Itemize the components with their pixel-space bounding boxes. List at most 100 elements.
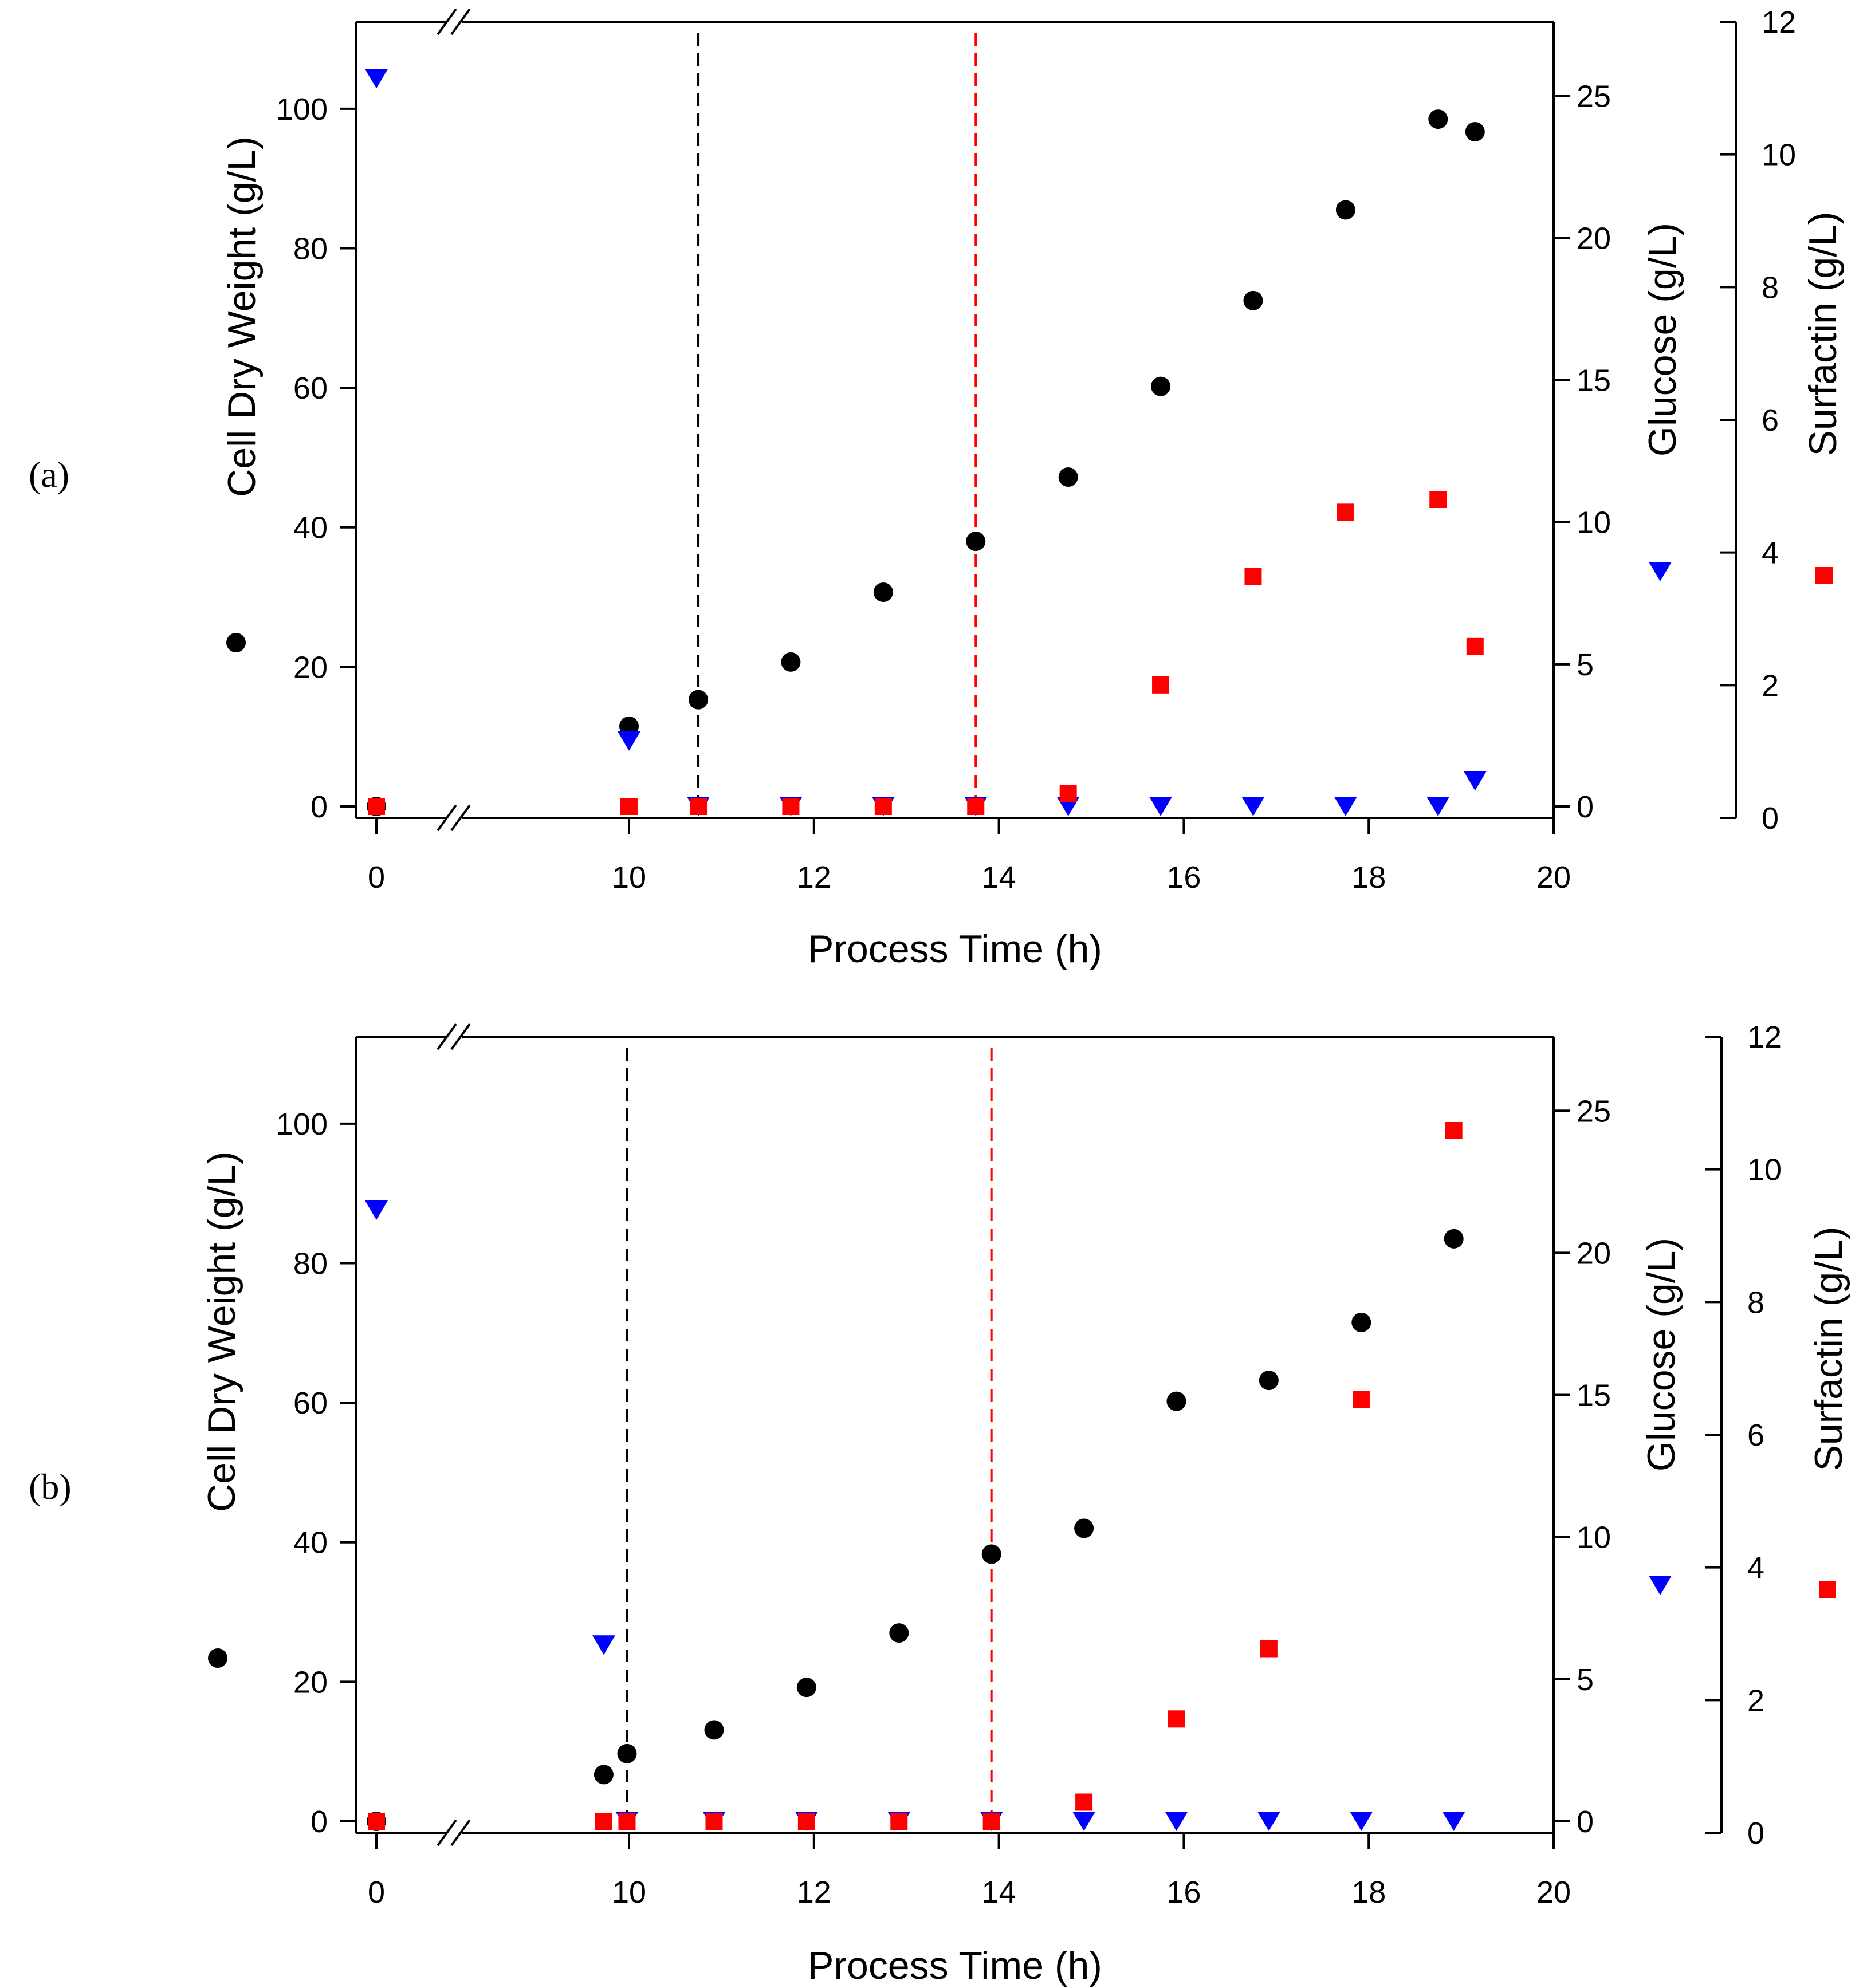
surfactin-legend-marker: [1819, 1581, 1836, 1598]
y-right1-tick-label: 25: [1577, 1094, 1611, 1128]
cell-dry-weight-point: [796, 1678, 816, 1698]
glucose-point: [1241, 797, 1265, 816]
y-left-tick-label: 60: [293, 1386, 328, 1420]
surfactin-point: [1059, 785, 1077, 802]
y-left-tick-label: 0: [310, 790, 328, 824]
y-left-tick-label: 40: [293, 511, 328, 545]
y-left-tick-label: 100: [276, 92, 328, 127]
surfactin-point: [982, 1813, 1000, 1830]
x-axis-title: Process Time (h): [808, 1944, 1102, 1987]
surfactin-point: [1337, 503, 1354, 521]
y-right2-tick-label: 8: [1747, 1285, 1764, 1320]
y-right2-tick-label: 10: [1747, 1153, 1782, 1187]
axis-break-mark: [450, 8, 471, 36]
x-tick-label: 18: [1351, 860, 1386, 895]
surfactin-point: [705, 1813, 723, 1830]
surfactin-point: [368, 1813, 385, 1830]
surfactin-point: [620, 798, 638, 815]
glucose-point: [1149, 797, 1173, 816]
y-right2-tick-label: 0: [1762, 801, 1779, 836]
y-right2-tick-label: 2: [1747, 1683, 1764, 1718]
glucose-legend-marker: [1649, 1576, 1672, 1595]
y-right2-tick-label: 6: [1747, 1418, 1764, 1452]
cell-dry-weight-point: [1444, 1229, 1464, 1249]
surfactin-point: [797, 1813, 815, 1830]
axis-break-mark: [437, 8, 457, 36]
x-tick-label: 16: [1166, 1875, 1201, 1910]
glucose-point: [592, 1635, 615, 1655]
surfactin-legend-marker: [1815, 567, 1833, 584]
surfactin-point: [1244, 568, 1262, 585]
x-tick-label: 20: [1536, 1875, 1571, 1910]
y-left-tick-label: 60: [293, 371, 328, 406]
x-tick-label: 12: [797, 1875, 831, 1910]
y-right1-tick-label: 0: [1577, 790, 1594, 824]
cell-dry-weight-point: [1465, 122, 1485, 142]
x-tick-label: 14: [982, 860, 1016, 895]
glucose-point: [1350, 1812, 1373, 1831]
surfactin-point: [690, 798, 708, 815]
y-right1-tick-label: 15: [1577, 364, 1611, 398]
y-right2-tick-label: 12: [1762, 5, 1796, 40]
surfactin-point: [1353, 1391, 1370, 1408]
surfactin-point: [1168, 1710, 1185, 1728]
surfactin-point: [1152, 676, 1170, 694]
y-right2-axis-title: Surfactin (g/L): [1807, 1226, 1850, 1471]
cell-dry-weight-point: [781, 652, 801, 672]
cell-dry-weight-point: [1335, 200, 1355, 220]
surfactin-point: [890, 1813, 908, 1830]
surfactin-point: [782, 798, 800, 815]
y-left-axis-title: Cell Dry Weight (g/L): [200, 1151, 243, 1512]
cell-dry-weight-point: [1243, 290, 1263, 310]
glucose-point: [618, 731, 640, 751]
surfactin-point: [595, 1813, 612, 1830]
cell-dry-weight-point: [1151, 376, 1171, 396]
x-tick-label: 16: [1166, 860, 1201, 895]
surfactin-point: [1075, 1793, 1093, 1811]
x-tick-label: 10: [612, 860, 646, 895]
y-right1-axis-title: Glucose (g/L): [1640, 1238, 1683, 1471]
y-right2-tick-label: 12: [1747, 1020, 1782, 1054]
y-right1-tick-label: 20: [1577, 221, 1611, 255]
y-left-tick-label: 20: [293, 650, 328, 684]
cell-dry-weight-point: [1259, 1371, 1279, 1391]
y-left-axis-title: Cell Dry Weight (g/L): [220, 136, 264, 497]
cell-dry-weight-point: [966, 532, 986, 552]
y-right2-tick-label: 2: [1762, 668, 1779, 703]
cell-dry-weight-point: [1058, 467, 1078, 487]
surfactin-point: [1429, 491, 1447, 508]
glucose-point: [1334, 797, 1357, 816]
surfactin-point: [1445, 1122, 1463, 1139]
y-right1-axis-title: Glucose (g/L): [1641, 223, 1684, 456]
glucose-point: [1463, 771, 1487, 791]
axis-break-mark: [437, 1023, 457, 1050]
cell-dry-weight-point: [1428, 109, 1448, 129]
surfactin-point: [618, 1813, 636, 1830]
y-right1-tick-label: 15: [1577, 1379, 1611, 1413]
y-left-tick-label: 20: [293, 1665, 328, 1699]
glucose-point: [365, 69, 388, 89]
glucose-point: [365, 1200, 388, 1220]
y-right1-tick-label: 20: [1577, 1236, 1611, 1270]
y-right2-axis-title: Surfactin (g/L): [1801, 211, 1845, 456]
y-right1-tick-label: 0: [1577, 1805, 1594, 1839]
y-left-tick-label: 100: [276, 1107, 328, 1141]
cdw-legend-marker: [208, 1648, 227, 1668]
axis-break-mark: [450, 1819, 471, 1847]
y-right1-tick-label: 10: [1577, 506, 1611, 540]
x-axis-title: Process Time (h): [808, 927, 1102, 971]
x-tick-label: 12: [797, 860, 831, 895]
axis-break-mark: [437, 1819, 457, 1847]
cell-dry-weight-point: [594, 1765, 614, 1785]
y-right1-tick-label: 5: [1577, 1663, 1594, 1697]
y-right1-tick-label: 25: [1577, 79, 1611, 113]
cell-dry-weight-point: [704, 1720, 724, 1740]
axis-break-mark: [437, 804, 457, 832]
y-right1-tick-label: 10: [1577, 1521, 1611, 1555]
glucose-point: [1426, 797, 1450, 816]
x-tick-label: 0: [368, 1875, 385, 1910]
surfactin-point: [368, 798, 385, 815]
y-right1-tick-label: 5: [1577, 648, 1594, 682]
